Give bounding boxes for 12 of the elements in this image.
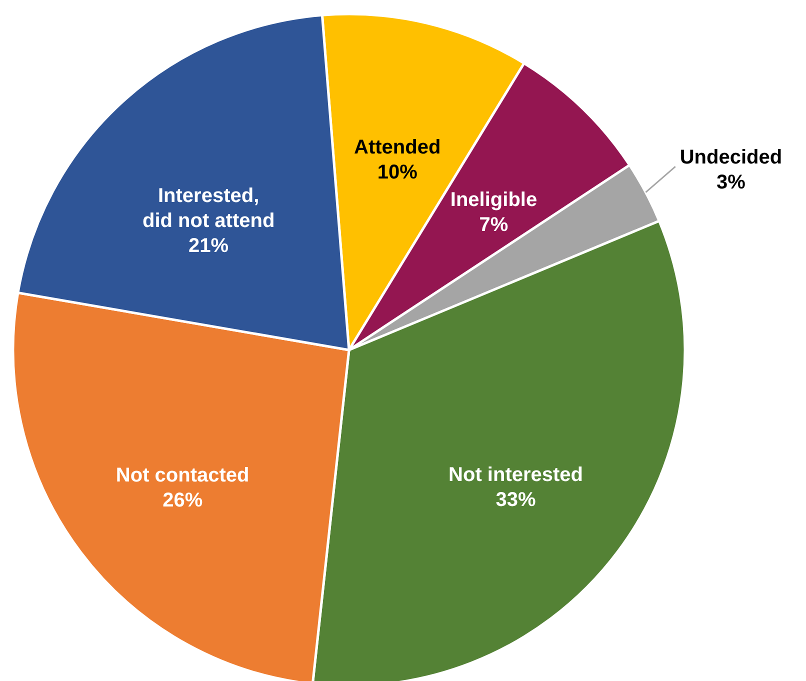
slice-label: Ineligible — [450, 189, 538, 212]
slice-label: Not interested — [448, 464, 584, 486]
data-label: 33% — [496, 488, 536, 511]
slice-label: Attended — [354, 136, 441, 158]
slice-label: Not contacted — [116, 464, 250, 486]
data-label: 3% — [716, 172, 746, 194]
data-label: 26% — [162, 489, 203, 512]
data-label: 7% — [479, 214, 508, 236]
data-label: 21% — [188, 235, 229, 258]
slice-label: Interested, did not attend — [142, 185, 275, 232]
data-label: 10% — [377, 161, 418, 184]
slice-label: Undecided — [680, 146, 782, 169]
